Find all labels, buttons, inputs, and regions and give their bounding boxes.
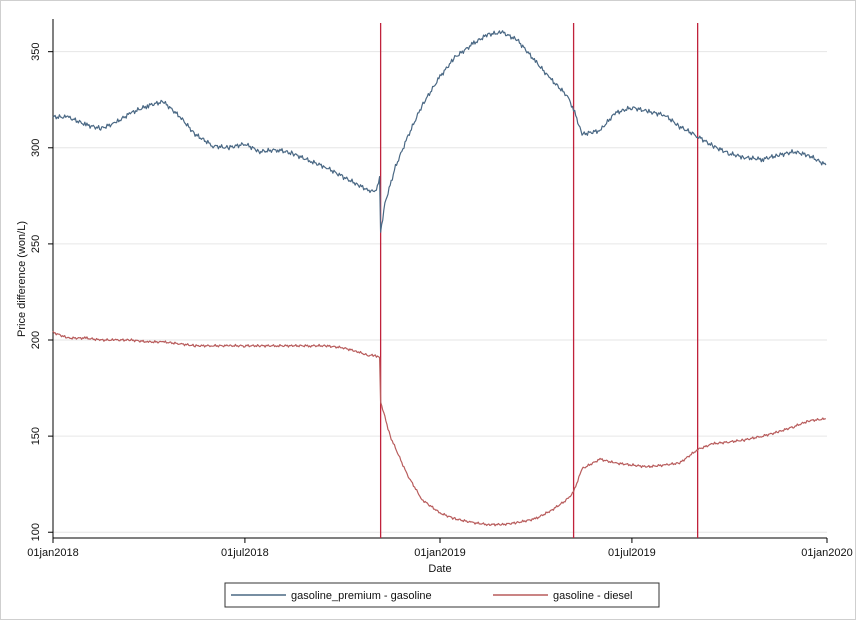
y-tick-label: 100 — [30, 523, 42, 541]
x-tick-label: 01jul2018 — [221, 547, 269, 559]
series-line-1 — [52, 330, 826, 527]
legend-box — [224, 582, 660, 608]
tick-marks: 100 150 200 250 300 350 01jan2018 01jul2018 01ja… — [27, 42, 852, 559]
y-tick-label: 250 — [30, 235, 42, 253]
y-tick-label: 350 — [30, 42, 42, 60]
y-axis-title: Price difference (won/L) — [16, 221, 28, 337]
legend: gasoline_premium - gasoline gasoline - d… — [224, 582, 660, 608]
y-tick-label: 300 — [30, 139, 42, 157]
axes — [52, 19, 827, 539]
x-tick-label: 01jan2019 — [414, 547, 465, 559]
series-line-0 — [52, 30, 827, 233]
x-tick-label: 01jan2018 — [27, 547, 78, 559]
series-lines — [52, 30, 827, 527]
y-tick-label: 150 — [30, 427, 42, 445]
y-tick-label: 200 — [30, 331, 42, 349]
legend-label-premium: gasoline_premium - gasoline — [291, 590, 432, 602]
vertical-reference-lines — [379, 23, 699, 538]
gridlines — [53, 51, 827, 533]
x-axis-title: Date — [428, 563, 451, 575]
x-tick-label: 01jul2019 — [608, 547, 656, 559]
x-tick-label: 01jan2020 — [801, 547, 852, 559]
legend-label-diesel: gasoline - diesel — [553, 590, 633, 602]
